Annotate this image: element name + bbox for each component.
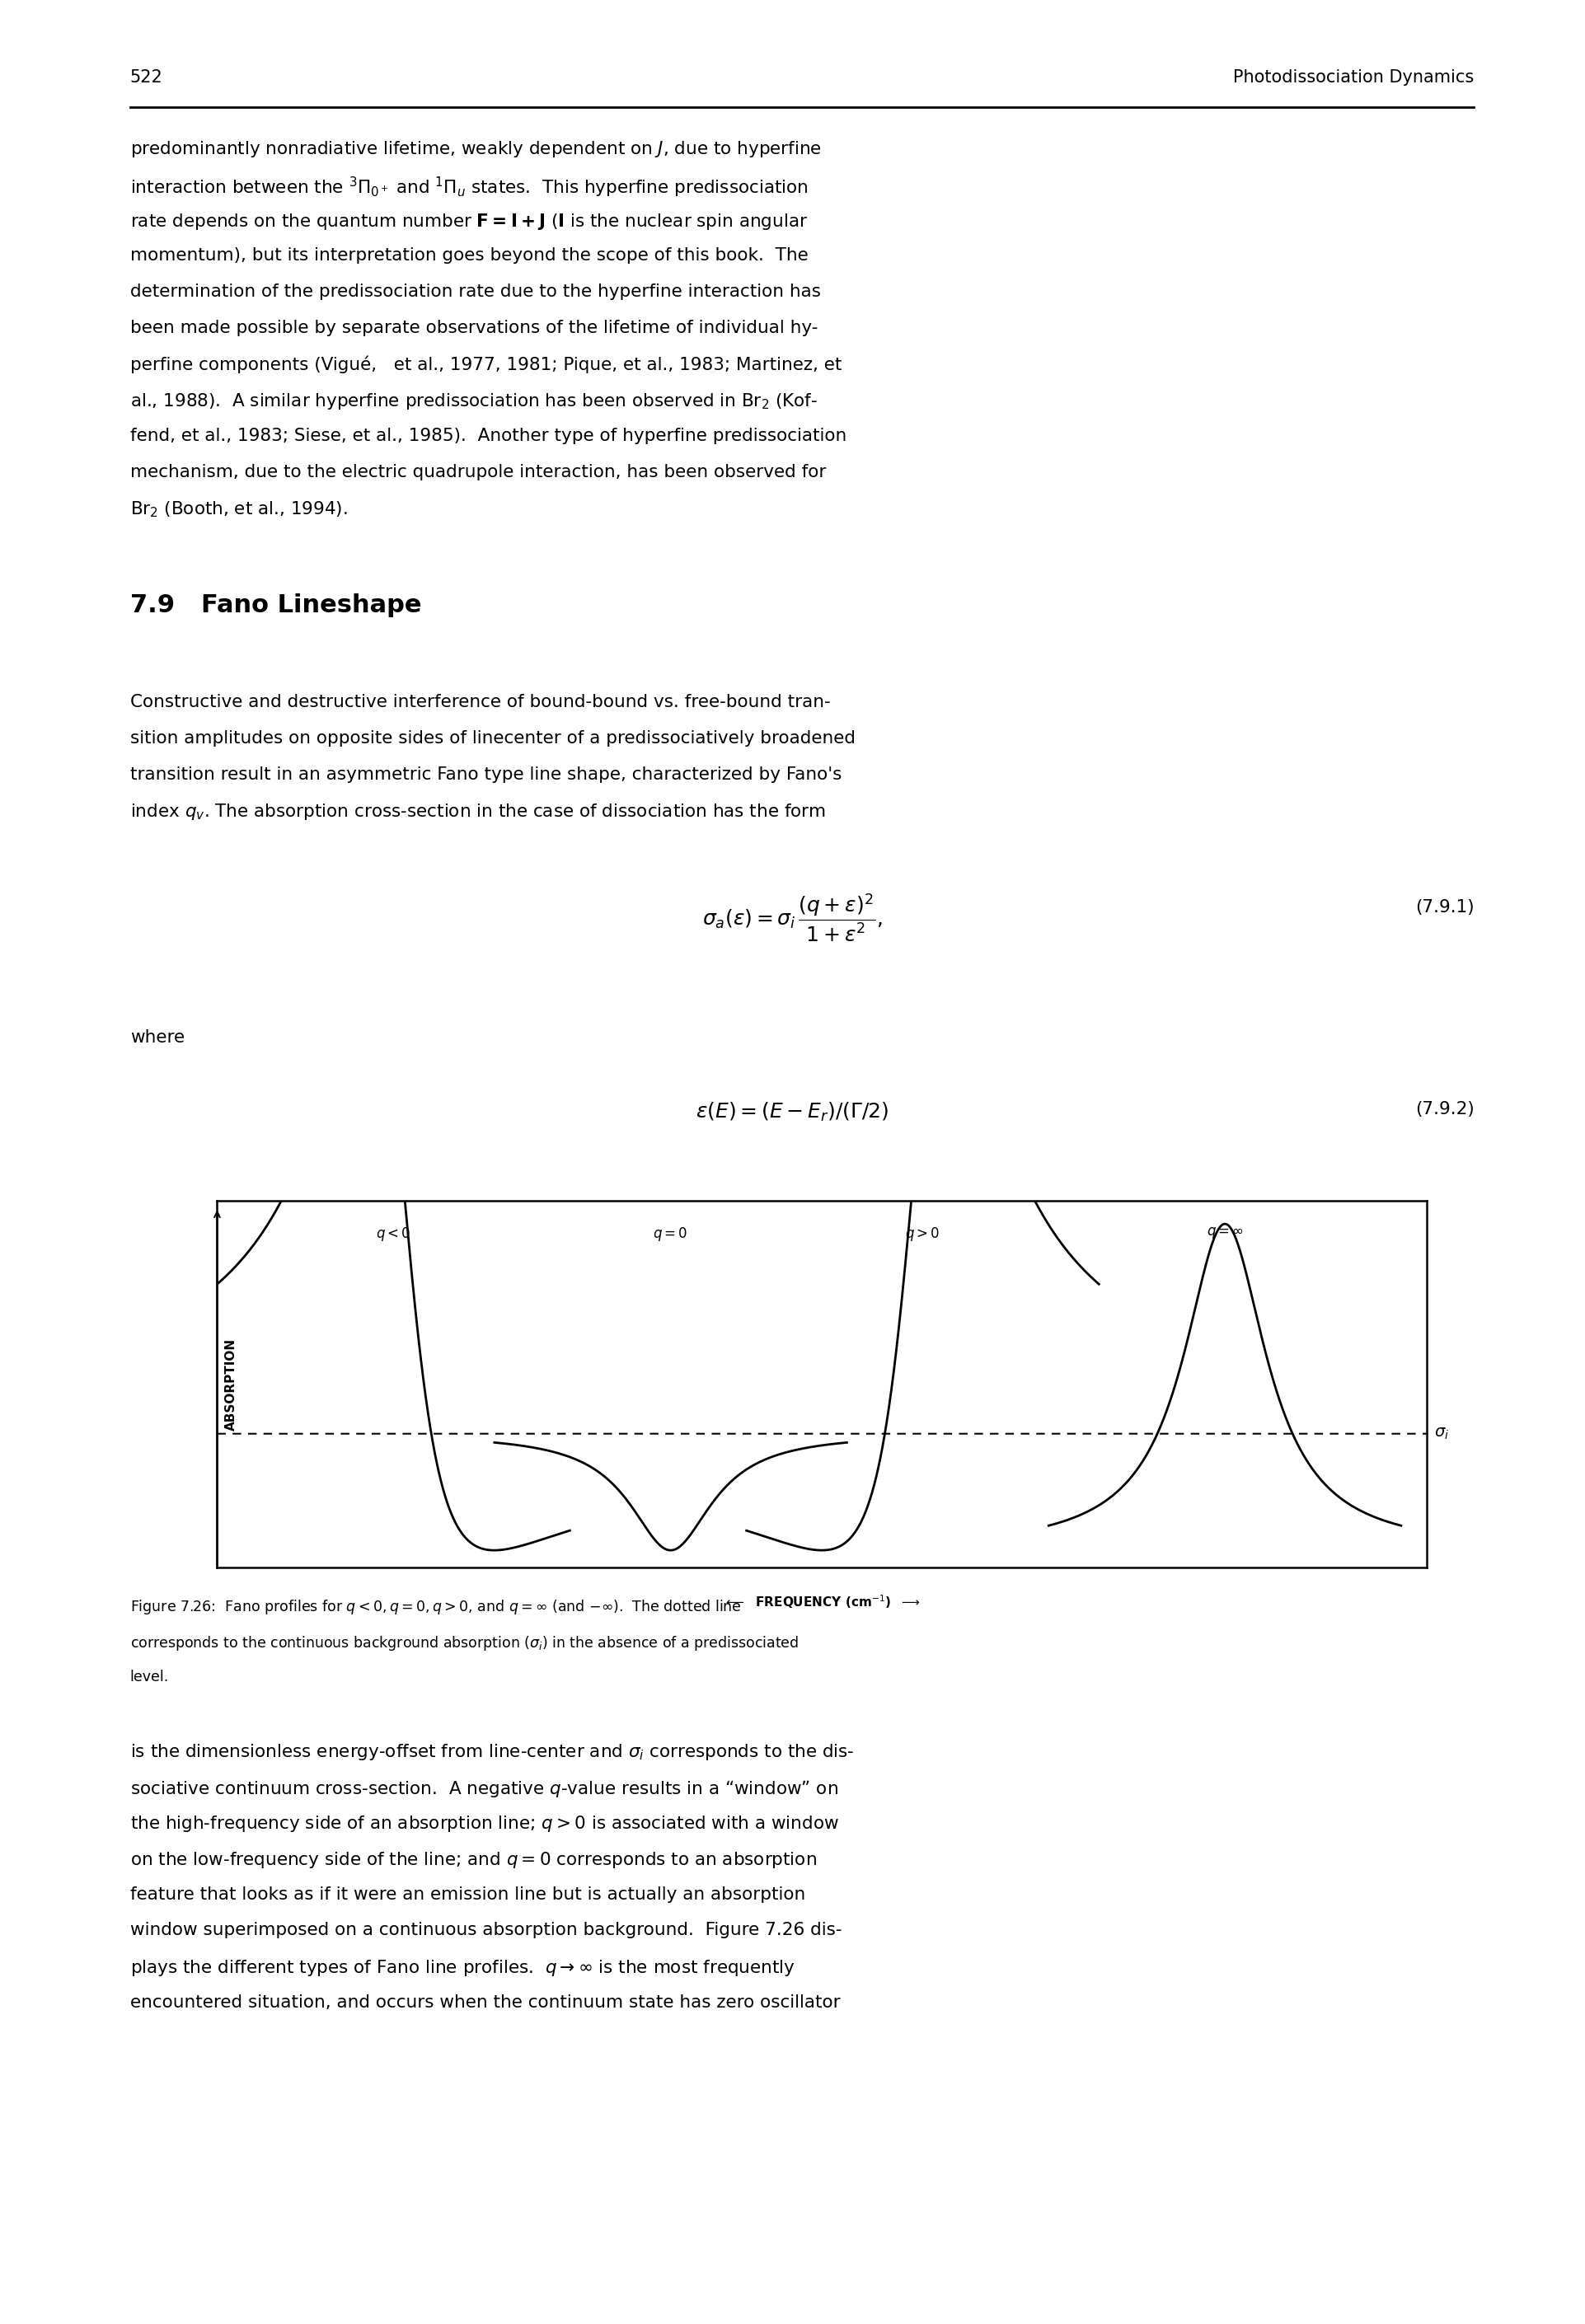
Text: Constructive and destructive interference of bound-bound vs. free-bound tran-: Constructive and destructive interferenc… xyxy=(130,695,831,711)
Text: (7.9.2): (7.9.2) xyxy=(1415,1102,1474,1118)
Text: $\sigma_i$: $\sigma_i$ xyxy=(1434,1427,1449,1441)
Text: sition amplitudes on opposite sides of linecenter of a predissociatively broaden: sition amplitudes on opposite sides of l… xyxy=(130,730,856,746)
Text: interaction between the ${}^3\Pi_{0^+}$ and ${}^1\Pi_u$ states.  This hyperfine : interaction between the ${}^3\Pi_{0^+}$ … xyxy=(130,174,808,200)
Text: determination of the predissociation rate due to the hyperfine interaction has: determination of the predissociation rat… xyxy=(130,284,821,300)
Text: Figure 7.26:  Fano profiles for $q < 0, q = 0, q > 0$, and $q = \infty$ (and $-\: Figure 7.26: Fano profiles for $q < 0, q… xyxy=(130,1599,742,1615)
Text: $\epsilon(E) = (E - E_r)/(\Gamma/2)$: $\epsilon(E) = (E - E_r)/(\Gamma/2)$ xyxy=(696,1102,889,1122)
Text: been made possible by separate observations of the lifetime of individual hy-: been made possible by separate observati… xyxy=(130,318,818,337)
Text: feature that looks as if it were an emission line but is actually an absorption: feature that looks as if it were an emis… xyxy=(130,1887,805,1903)
Text: fend, et al., 1983; Siese, et al., 1985).  Another type of hyperfine predissocia: fend, et al., 1983; Siese, et al., 1985)… xyxy=(130,428,846,444)
Text: the high-frequency side of an absorption line; $q > 0$ is associated with a wind: the high-frequency side of an absorption… xyxy=(130,1815,838,1834)
Text: perfine components (Vigué,   et al., 1977, 1981; Pique, et al., 1983; Martinez, : perfine components (Vigué, et al., 1977,… xyxy=(130,356,842,374)
Text: ABSORPTION: ABSORPTION xyxy=(225,1339,238,1429)
Text: $q>0$: $q>0$ xyxy=(905,1225,940,1243)
Text: plays the different types of Fano line profiles.  $q \rightarrow \infty$ is the : plays the different types of Fano line p… xyxy=(130,1959,796,1978)
Text: rate depends on the quantum number $\mathbf{F=I+J}$ ($\mathbf{I}$ is the nuclear: rate depends on the quantum number $\mat… xyxy=(130,211,808,232)
Text: $q=\infty$: $q=\infty$ xyxy=(1206,1225,1244,1241)
Text: $q<0$: $q<0$ xyxy=(376,1225,411,1243)
Text: Photodissociation Dynamics: Photodissociation Dynamics xyxy=(1233,70,1474,86)
Text: $\longleftarrow$  FREQUENCY (cm$^{-1}$)  $\longrightarrow$: $\longleftarrow$ FREQUENCY (cm$^{-1}$) $… xyxy=(723,1594,921,1611)
Text: $q=0$: $q=0$ xyxy=(653,1225,688,1243)
Text: encountered situation, and occurs when the continuum state has zero oscillator: encountered situation, and occurs when t… xyxy=(130,1994,840,2010)
Text: $\sigma_a(\epsilon) = \sigma_i\,\dfrac{(q + \epsilon)^2}{1 + \epsilon^2},$: $\sigma_a(\epsilon) = \sigma_i\,\dfrac{(… xyxy=(702,892,883,944)
Text: Br$_2$ (Booth, et al., 1994).: Br$_2$ (Booth, et al., 1994). xyxy=(130,500,347,518)
Text: level.: level. xyxy=(130,1671,170,1685)
Text: (7.9.1): (7.9.1) xyxy=(1415,899,1474,916)
Text: is the dimensionless energy-offset from line-center and $\sigma_i$ corresponds t: is the dimensionless energy-offset from … xyxy=(130,1743,854,1762)
Text: index $q_v$. The absorption cross-section in the case of dissociation has the fo: index $q_v$. The absorption cross-sectio… xyxy=(130,802,826,823)
Text: transition result in an asymmetric Fano type line shape, characterized by Fano's: transition result in an asymmetric Fano … xyxy=(130,767,842,783)
Text: where: where xyxy=(130,1030,184,1046)
Text: 522: 522 xyxy=(130,70,163,86)
Text: 7.9   Fano Lineshape: 7.9 Fano Lineshape xyxy=(130,593,422,618)
Text: predominantly nonradiative lifetime, weakly dependent on $J$, due to hyperfine: predominantly nonradiative lifetime, wea… xyxy=(130,139,821,160)
Text: window superimposed on a continuous absorption background.  Figure 7.26 dis-: window superimposed on a continuous abso… xyxy=(130,1922,842,1938)
Text: corresponds to the continuous background absorption $(\sigma_i)$ in the absence : corresponds to the continuous background… xyxy=(130,1634,799,1652)
Text: sociative continuum cross-section.  A negative $q$-value results in a “window” o: sociative continuum cross-section. A neg… xyxy=(130,1778,838,1799)
Text: mechanism, due to the electric quadrupole interaction, has been observed for: mechanism, due to the electric quadrupol… xyxy=(130,462,826,481)
Text: on the low-frequency side of the line; and $q = 0$ corresponds to an absorption: on the low-frequency side of the line; a… xyxy=(130,1850,816,1871)
Text: al., 1988).  A similar hyperfine predissociation has been observed in Br$_2$ (Ko: al., 1988). A similar hyperfine predisso… xyxy=(130,390,818,411)
Text: momentum), but its interpretation goes beyond the scope of this book.  The: momentum), but its interpretation goes b… xyxy=(130,246,808,265)
